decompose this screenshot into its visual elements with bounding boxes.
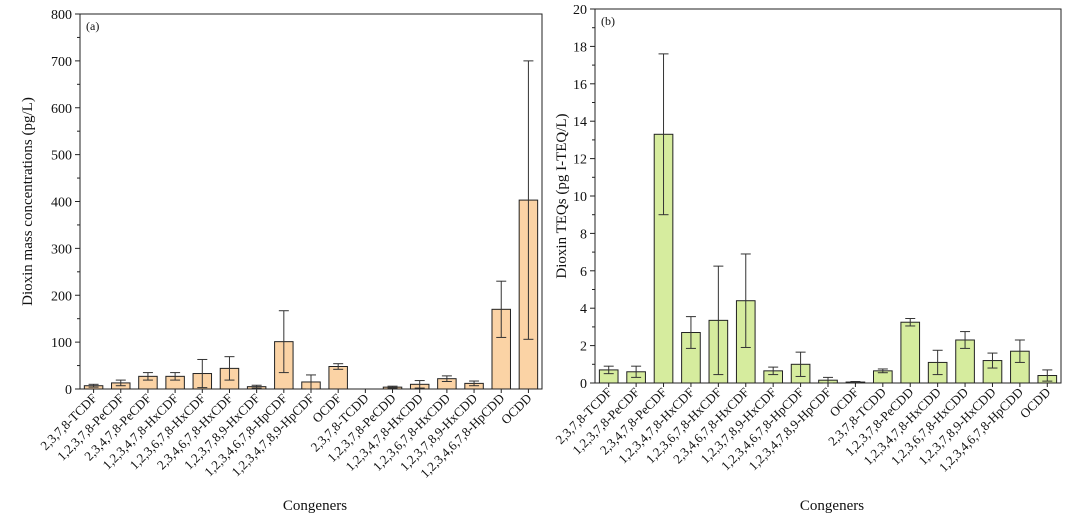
y-tick-label: 100 (51, 336, 72, 351)
y-tick-label: 10 (573, 190, 587, 205)
y-tick-label: 300 (51, 242, 72, 257)
y-axis-label: Dioxin mass concentrations (pg/L) (20, 97, 36, 306)
y-tick-label: 18 (573, 40, 587, 55)
x-axis-label: Congeners (800, 498, 864, 514)
bar-1,2,3,7,8-PeCDD (900, 321, 921, 384)
y-tick-label: 400 (51, 196, 72, 211)
y-tick-label: 0 (580, 377, 587, 392)
y-tick-label: 4 (580, 302, 587, 317)
y-tick-label: 16 (573, 78, 587, 93)
y-tick-label: 20 (573, 3, 587, 18)
y-tick-label: 8 (580, 227, 587, 242)
x-tick-label: OCDD (498, 391, 535, 428)
y-tick-label: 12 (573, 153, 587, 168)
y-tick-label: 600 (51, 102, 72, 117)
y-tick-label: 0 (65, 383, 72, 398)
y-tick-label: 700 (51, 55, 72, 70)
panel-label: (b) (601, 14, 615, 28)
x-axis-label: Congeners (283, 498, 347, 514)
y-tick-label: 6 (580, 265, 587, 280)
y-axis-label: Dioxin TEQs (pg I-TEQ/L) (554, 113, 570, 278)
chart-panel-b: (b) 0 2 4 6 8 10 12 14 16 18 20 Dioxin TEQs (pg I-TE… (552, 3, 1062, 514)
y-tick-label: 500 (51, 149, 72, 164)
chart-panel-a: (a) 0 100 200 300 400 500 600 700 800 Dioxin mass … (20, 8, 543, 514)
y-tick-label: 2 (580, 340, 587, 355)
bar-OCDF (328, 366, 348, 390)
x-tick-label: OCDD (1017, 385, 1054, 422)
y-tick-label: 14 (573, 115, 587, 130)
panel-label: (a) (86, 19, 99, 33)
plot-frame (79, 13, 543, 390)
y-tick-label: 200 (51, 289, 72, 304)
y-tick-label: 800 (51, 8, 72, 23)
